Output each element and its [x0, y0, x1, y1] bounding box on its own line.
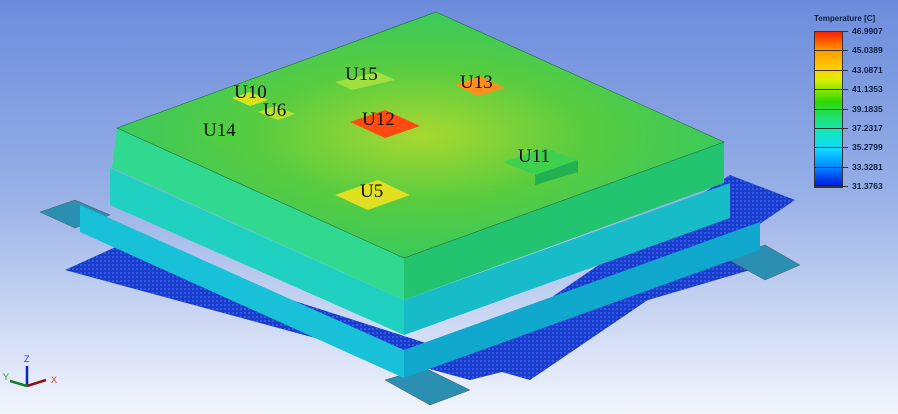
axis-y-label: Y [3, 372, 9, 382]
legend-value: 35.2799 [852, 142, 883, 153]
legend-tick [814, 166, 848, 168]
component-u15[interactable] [335, 72, 395, 90]
middle-layer-right [404, 183, 730, 335]
legend-value: 39.1835 [852, 103, 883, 114]
component-u6[interactable] [258, 106, 295, 120]
base-layer-right [404, 222, 760, 378]
component-u13[interactable] [455, 76, 505, 96]
legend-title: Temperature [C] [814, 14, 876, 23]
board-left-face [112, 128, 404, 300]
legend-tick [814, 31, 848, 32]
legend-value: 46.9907 [852, 26, 883, 36]
legend-value: 37.2317 [852, 122, 883, 133]
legend-color-bar [814, 31, 843, 188]
board-top-face [116, 11, 725, 259]
label-u14: U14 [203, 120, 236, 141]
legend-tick [814, 50, 848, 52]
legend-tick [814, 186, 848, 187]
middle-layer-left [110, 168, 404, 335]
legend-value: 33.3281 [852, 161, 883, 172]
component-u11[interactable] [503, 148, 578, 185]
legend-tick [814, 127, 848, 129]
axis-triad: Z X Y [3, 354, 57, 388]
label-u6: U6 [263, 100, 286, 121]
label-u10: U10 [234, 82, 267, 103]
label-u11: U11 [518, 146, 550, 167]
legend-value: 45.0389 [852, 45, 883, 56]
legend-tick [814, 108, 848, 110]
label-u13: U13 [460, 72, 493, 93]
label-u5: U5 [360, 181, 383, 202]
component-u14[interactable] [200, 128, 245, 146]
component-u5[interactable] [335, 180, 410, 210]
component-u10[interactable] [232, 92, 268, 106]
base-layer-left [80, 205, 404, 378]
axis-x-label: X [51, 375, 57, 385]
component-u12[interactable] [350, 110, 420, 138]
label-u15: U15 [345, 64, 378, 85]
legend-tick [814, 69, 848, 71]
legend-tick [814, 89, 848, 91]
legend-tick [814, 147, 848, 149]
legend-value: 31.3763 [852, 181, 883, 191]
axis-z-label: Z [24, 354, 30, 364]
legend-value: 41.1353 [852, 84, 883, 95]
legend-value: 43.0871 [852, 64, 883, 75]
label-u12: U12 [362, 109, 395, 130]
board-right-face [404, 142, 724, 300]
